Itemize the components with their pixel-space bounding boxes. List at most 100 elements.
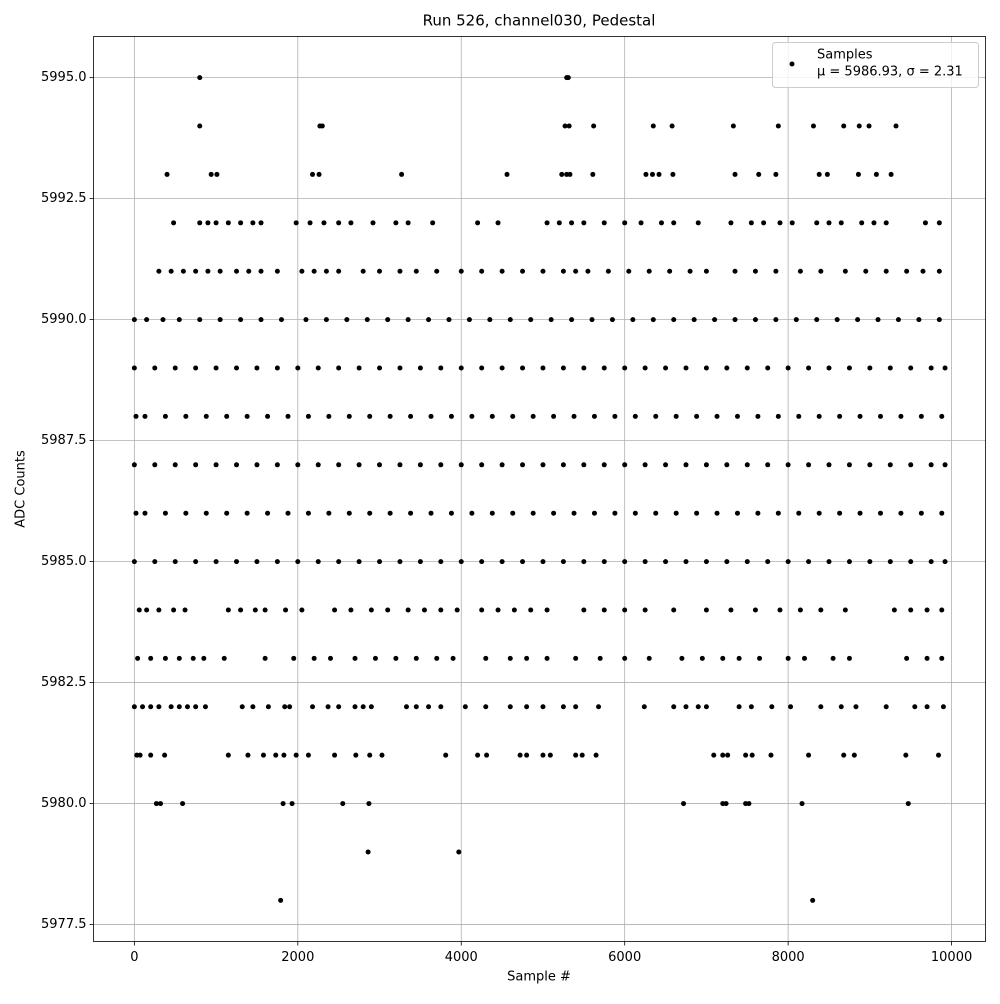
data-point: [305, 752, 311, 758]
data-point: [755, 413, 761, 419]
data-point: [579, 752, 585, 758]
data-point: [475, 752, 481, 758]
data-point: [891, 607, 897, 613]
data-point: [285, 510, 291, 516]
y-tick-label: 5995.0: [41, 70, 87, 85]
legend-box: [772, 42, 979, 88]
data-point: [316, 171, 322, 177]
data-point: [806, 559, 812, 565]
data-point: [928, 365, 934, 371]
data-point: [258, 317, 264, 323]
data-point: [567, 171, 573, 177]
data-point: [653, 510, 659, 516]
data-point: [622, 559, 628, 565]
data-point: [162, 413, 168, 419]
data-point: [326, 510, 332, 516]
data-point: [773, 171, 779, 177]
data-point: [438, 704, 444, 710]
data-point: [203, 413, 209, 419]
data-point: [540, 365, 546, 371]
data-point: [417, 365, 423, 371]
data-point: [458, 559, 464, 565]
data-point: [761, 220, 767, 226]
data-point: [448, 510, 454, 516]
data-point: [856, 123, 862, 129]
data-point: [560, 365, 566, 371]
data-point: [397, 268, 403, 274]
data-point: [507, 317, 513, 323]
data-point: [875, 317, 881, 323]
data-point: [601, 220, 607, 226]
y-tick-label: 5985.0: [41, 554, 87, 569]
data-point: [814, 317, 820, 323]
data-point: [581, 607, 587, 613]
data-point: [438, 559, 444, 565]
data-point: [273, 752, 279, 758]
data-point: [867, 559, 873, 565]
data-point: [158, 801, 164, 807]
data-point: [450, 655, 456, 661]
data-point: [855, 317, 861, 323]
data-point: [905, 801, 911, 807]
data-point: [193, 365, 199, 371]
data-point: [887, 462, 893, 468]
data-point: [859, 220, 865, 226]
data-point: [479, 462, 485, 468]
data-point: [278, 897, 284, 903]
data-point: [671, 607, 677, 613]
data-point: [299, 268, 305, 274]
data-point: [289, 801, 295, 807]
data-point: [548, 317, 554, 323]
data-point: [908, 365, 914, 371]
data-point: [642, 365, 648, 371]
data-point: [238, 317, 244, 323]
chart-title: Run 526, channel030, Pedestal: [423, 12, 656, 30]
data-point: [458, 462, 464, 468]
data-point: [785, 462, 791, 468]
data-point: [671, 317, 677, 323]
data-point: [669, 123, 675, 129]
data-point: [942, 462, 948, 468]
data-point: [642, 462, 648, 468]
data-point: [403, 704, 409, 710]
data-point: [853, 704, 859, 710]
data-point: [405, 607, 411, 613]
data-point: [366, 801, 372, 807]
data-point: [454, 607, 460, 613]
data-point: [939, 655, 945, 661]
data-point: [888, 171, 894, 177]
data-point: [887, 559, 893, 565]
data-point: [703, 365, 709, 371]
data-point: [299, 607, 305, 613]
data-point: [456, 849, 462, 855]
data-point: [924, 704, 930, 710]
data-point: [670, 171, 676, 177]
data-point: [769, 704, 775, 710]
data-point: [336, 365, 342, 371]
data-point: [653, 413, 659, 419]
data-point: [489, 413, 495, 419]
data-point: [703, 607, 709, 613]
data-point: [244, 510, 250, 516]
data-point: [562, 123, 568, 129]
data-point: [851, 752, 857, 758]
data-point: [265, 704, 271, 710]
data-point: [711, 752, 717, 758]
data-point: [826, 365, 832, 371]
data-point: [736, 655, 742, 661]
data-point: [274, 268, 280, 274]
data-point: [180, 268, 186, 274]
data-point: [367, 752, 373, 758]
data-point: [524, 752, 530, 758]
data-point: [190, 655, 196, 661]
data-point: [356, 462, 362, 468]
data-point: [846, 559, 852, 565]
data-point: [683, 559, 689, 565]
data-point: [258, 268, 264, 274]
data-point: [560, 559, 566, 565]
x-tick-label: 6000: [608, 950, 641, 965]
data-point: [234, 268, 240, 274]
data-point: [367, 510, 373, 516]
data-point: [622, 220, 628, 226]
